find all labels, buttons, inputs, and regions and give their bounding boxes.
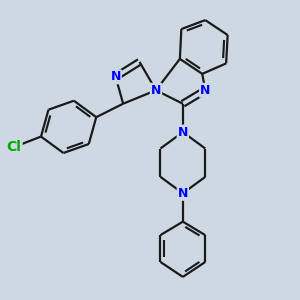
Text: N: N <box>200 84 210 97</box>
Text: N: N <box>178 187 188 200</box>
Text: N: N <box>178 126 188 139</box>
Text: N: N <box>110 70 121 83</box>
Text: Cl: Cl <box>7 140 22 154</box>
Text: N: N <box>151 84 161 97</box>
